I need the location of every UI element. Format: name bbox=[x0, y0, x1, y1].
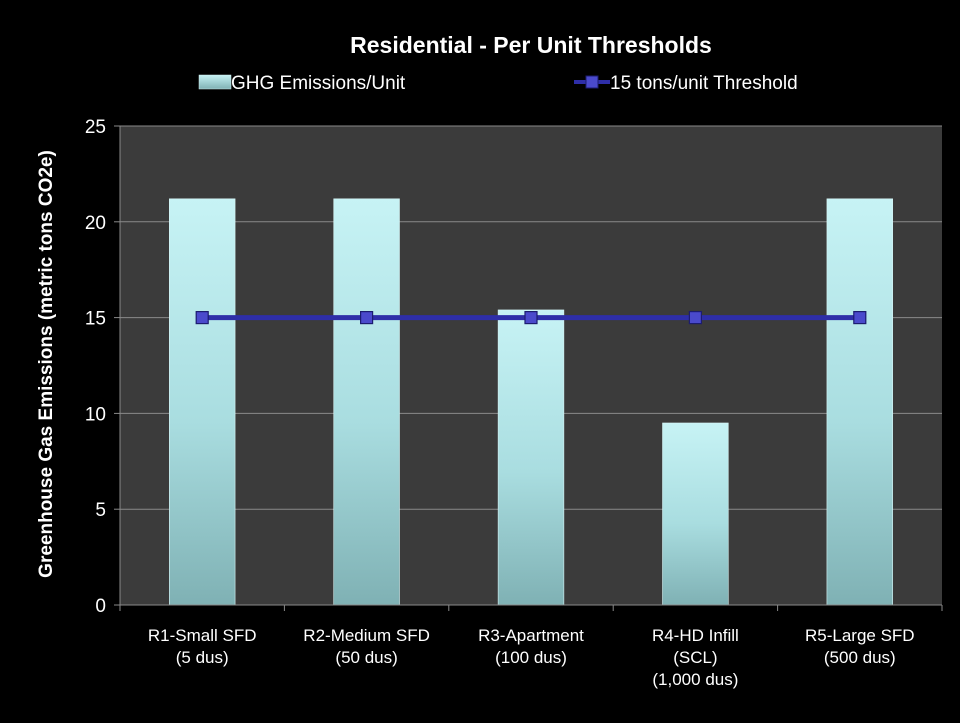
legend: GHG Emissions/Unit 15 tons/unit Threshol… bbox=[198, 73, 798, 94]
bar bbox=[662, 422, 729, 606]
x-tick-label: (SCL) bbox=[673, 648, 717, 667]
legend-swatch-marker bbox=[585, 75, 599, 89]
bar bbox=[333, 198, 400, 606]
y-tick-label: 20 bbox=[85, 213, 106, 234]
bar bbox=[826, 198, 893, 606]
legend-label-bars: GHG Emissions/Unit bbox=[231, 73, 406, 94]
x-tick-label: (100 dus) bbox=[495, 648, 567, 667]
y-tick-label: 15 bbox=[85, 309, 106, 330]
threshold-line bbox=[195, 311, 867, 325]
x-axis: R1-Small SFD (5 dus) R2-Medium SFD (50 dus)… bbox=[119, 126, 943, 689]
y-tick-label: 10 bbox=[85, 404, 106, 425]
threshold-marker bbox=[360, 311, 374, 325]
threshold-marker bbox=[524, 311, 538, 325]
y-axis-ticks: 0 5 10 15 20 25 bbox=[85, 117, 120, 617]
x-tick-label: R1-Small SFD bbox=[148, 626, 257, 645]
y-axis-title: Greenhouse Gas Emissions (metric tons CO… bbox=[36, 150, 57, 578]
x-tick-label: R2-Medium SFD bbox=[303, 626, 430, 645]
x-tick-label: (1,000 dus) bbox=[652, 670, 738, 689]
bar bbox=[497, 309, 565, 606]
x-tick-label: R5-Large SFD bbox=[805, 626, 915, 645]
threshold-marker bbox=[195, 311, 209, 325]
bar bbox=[169, 198, 236, 606]
bars bbox=[169, 198, 893, 606]
legend-label-line: 15 tons/unit Threshold bbox=[610, 73, 798, 94]
threshold-marker bbox=[688, 311, 703, 325]
x-tick-label: (500 dus) bbox=[824, 648, 896, 667]
y-tick-label: 5 bbox=[95, 500, 106, 521]
x-tick-label: R3-Apartment bbox=[478, 626, 584, 645]
x-tick-label: (5 dus) bbox=[176, 648, 229, 667]
x-tick-label: R4-HD Infill bbox=[652, 626, 739, 645]
y-tick-label: 25 bbox=[85, 117, 106, 138]
legend-swatch-bars bbox=[198, 74, 232, 90]
threshold-marker bbox=[853, 311, 867, 325]
x-tick-label: (50 dus) bbox=[335, 648, 397, 667]
chart-title: Residential - Per Unit Thresholds bbox=[350, 32, 712, 58]
y-tick-label: 0 bbox=[95, 596, 106, 617]
